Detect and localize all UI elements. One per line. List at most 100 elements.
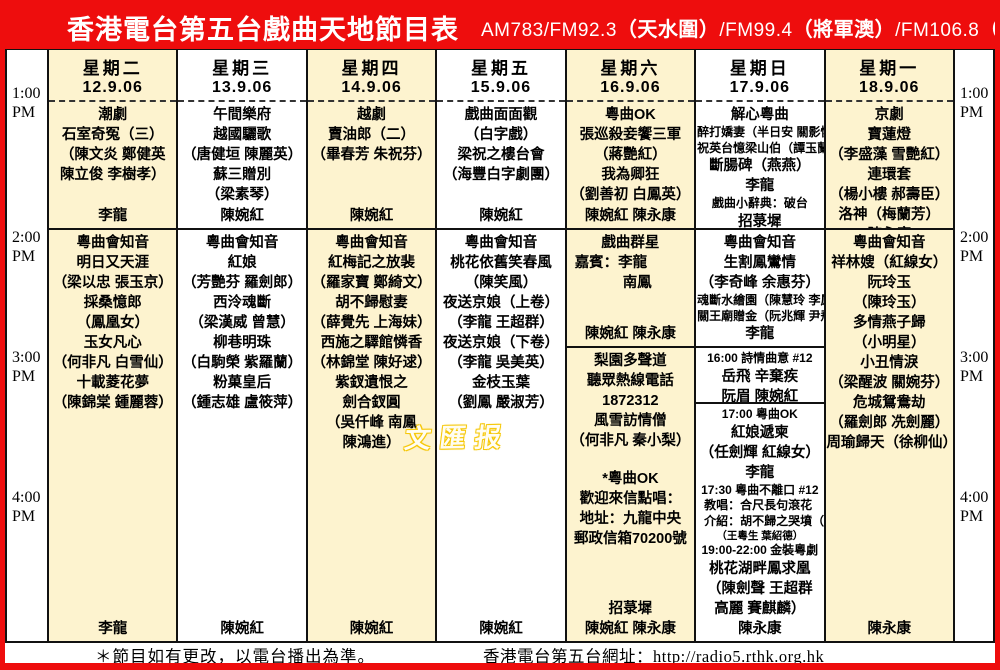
program-line: 粵曲會知音 xyxy=(852,235,926,251)
program-line: 十載菱花夢 xyxy=(76,375,149,391)
program-line: 祝英台憶梁山伯（譚玉蘭） xyxy=(697,140,823,155)
schedule-note: ＊節目如有更改，以電台播出為準。 xyxy=(95,646,375,666)
program-line: 西泠魂斷 xyxy=(213,295,272,311)
program-line: 郵政信箱70200號 xyxy=(573,531,687,547)
program-line: 粉菓皇后 xyxy=(213,375,272,391)
program-line: 梨園多聲道 xyxy=(594,353,667,369)
day-header: 星期一 18.9.06 xyxy=(825,50,953,102)
presenter-name: 陳婉紅 xyxy=(479,208,523,224)
program-line: 歡迎來信點唱： xyxy=(579,491,682,507)
program-line: 危城鴛鴦劫 xyxy=(852,395,926,411)
program-line: 岳飛 辛棄疾 xyxy=(721,368,799,385)
program-line: 嘉賓：李龍 xyxy=(574,255,648,271)
program-line: 李龍 xyxy=(745,178,775,194)
program-line: 粵曲OK xyxy=(605,107,656,123)
program-line: 粵曲會知音 xyxy=(464,235,538,251)
program-line: （芳艷芬 羅劍郎） xyxy=(182,275,303,291)
program-line: 粵曲會知音 xyxy=(335,235,408,251)
day-date: 14.9.06 xyxy=(341,79,402,96)
time-label: 1:00 PM xyxy=(959,85,989,121)
program-line: （陳文炎 鄭健英 xyxy=(59,147,166,163)
program-line: 紫釵遺恨之 xyxy=(335,375,408,391)
program-line: 醉打嬌妻（半日安 關影憐） xyxy=(697,125,823,139)
program-line: 張巡殺妾饗三軍 xyxy=(579,127,682,143)
program-line: （梁漢威 曾慧） xyxy=(189,315,295,331)
day-column: 星期五 15.9.06 戲曲面面觀 （白字戲） 梁祝之樓台會 （海豐白字劇團） 陳婉紅粵… xyxy=(435,50,565,641)
day-name: 星期五 xyxy=(470,59,531,78)
schedule-section: 粵曲會知音 祥林嫂（紅線女） 阮玲玉 （陳玲玉） 多情燕子歸 （小明星） 小丑情淚 （梁醒波 … xyxy=(825,228,953,641)
presenter-name: 陳婉紅 xyxy=(349,208,394,224)
day-name: 星期一 xyxy=(859,59,920,78)
schedule-section: 17:00 粵曲OK 紅娘遞柬 （任劍輝 紅線女） 李龍 17:30 粵曲不離口 #12… xyxy=(696,402,824,641)
program-line: （劉鳳 嚴淑芳） xyxy=(448,395,554,411)
time-label: 2:00 PM xyxy=(12,229,41,265)
program-line: 劍合釵圓 xyxy=(342,395,401,411)
program-line: 蘇三贈別 xyxy=(213,167,272,183)
program-line: 桃花依舊笑春風 xyxy=(450,255,552,271)
program-line: （白駒榮 紫羅蘭） xyxy=(182,355,303,371)
program-line: （李龍 王超群） xyxy=(448,315,554,331)
program-line: （鍾志雄 盧筱萍） xyxy=(182,395,303,411)
program-line: （陳笑風） xyxy=(464,275,538,291)
page-header: 香港電台第五台戲曲天地節目表 AM783/FM92.3（天水圍）/FM99.4（… xyxy=(5,5,995,49)
day-header: 星期三 13.9.06 xyxy=(178,50,306,102)
page-title: 香港電台第五台戲曲天地節目表 xyxy=(67,14,459,45)
program-line: 玉女凡心 xyxy=(83,335,142,351)
program-line: 風雪訪情僧 xyxy=(594,413,667,429)
schedule-section: 粵曲會知音 紅梅記之放裴 （羅家寶 鄭綺文） 胡不歸慰妻 （薛覺先 上海妹） 西施之驛館憐… xyxy=(307,228,436,641)
program-line: 潮劇 xyxy=(98,107,128,123)
program-line: 賣油郎（二） xyxy=(328,127,416,143)
website-url[interactable]: http://radio5.rthk.org.hk xyxy=(653,646,825,666)
program-line: 紅梅記之放裴 xyxy=(328,255,416,271)
program-line: （陳玲玉） xyxy=(852,295,926,311)
day-column: 星期二 12.9.06 潮劇 石室奇冤（三） （陳文炎 鄭健英 陳立俊 李樹孝） 李龍粵… xyxy=(47,50,177,641)
presenter-name: 陳婉紅 xyxy=(220,620,264,637)
day-header: 星期日 17.9.06 xyxy=(696,50,824,102)
schedule-section: 粵曲會知音 紅娘 （芳艷芬 羅劍郎） 西泠魂斷 （梁漢威 曾慧） 柳巷明珠 （白駒榮 紫羅蘭… xyxy=(178,228,306,641)
program-line: （羅劍郎 冼劍麗） xyxy=(829,415,950,431)
program-line: *粵曲OK xyxy=(602,471,659,487)
time-label: 1:00 PM xyxy=(12,85,41,121)
program-line: 陳永康 xyxy=(827,225,952,228)
program-line: 夜送京娘（下卷） xyxy=(442,335,559,351)
day-name: 星期日 xyxy=(729,59,790,78)
program-line: 生割鳳鸞情 xyxy=(723,255,797,271)
program-line: （何非凡 白雪仙） xyxy=(52,355,173,371)
program-line: （鳳凰女） xyxy=(76,315,149,331)
day-header: 星期二 12.9.06 xyxy=(49,50,177,102)
day-name: 星期六 xyxy=(600,59,661,78)
time-label: 3:00 PM xyxy=(959,349,989,385)
program-line: 夜送京娘（上卷） xyxy=(442,295,559,311)
program-line: 小丑情淚 xyxy=(860,355,919,371)
program-line: （劉善初 白鳳英） xyxy=(570,187,691,203)
program-line: （白字戲） xyxy=(464,127,538,143)
program-line: （蔣艷紅） xyxy=(594,147,667,163)
program-line: 斷腸碑（燕燕） xyxy=(709,158,811,174)
time-column-left: 1:00 PM 2:00 PM 3:00 PM 4:00 PM xyxy=(7,50,47,641)
presenter-name: 招菉墀 xyxy=(608,600,653,617)
day-date: 18.9.06 xyxy=(859,79,920,96)
schedule-section: 粵曲會知音桃花依舊笑春風 （陳笑風） 夜送京娘（上卷） （李龍 王超群） 夜送京娘（下卷… xyxy=(437,228,565,641)
program-line: 陳立俊 李樹孝） xyxy=(59,167,166,183)
time-label: 4:00 PM xyxy=(12,489,41,525)
program-line: 粵曲會知音 xyxy=(76,235,149,251)
program-line: 解心粵曲 xyxy=(730,107,789,123)
schedule-section: 越劇賣油郎（二） （畢春芳 朱祝芬） 陳婉紅 xyxy=(308,102,435,228)
program-line: 柳巷明珠 xyxy=(213,335,272,351)
program-line: 越劇 xyxy=(357,107,387,123)
day-date: 12.9.06 xyxy=(82,79,143,96)
time-label: 3:00 PM xyxy=(12,349,41,385)
program-line: （任劍輝 紅線女） xyxy=(699,444,820,461)
schedule-table: 1:00 PM 2:00 PM 3:00 PM 4:00 PM 星期二 12.9… xyxy=(5,49,995,643)
program-line: 京劇 xyxy=(874,107,904,123)
frequency-text: /FM106.8 xyxy=(895,19,980,41)
program-line: 採桑憶郎 xyxy=(83,295,142,311)
program-line: （薛覺先 上海妹） xyxy=(311,315,432,331)
time-label: 2:00 PM xyxy=(959,229,989,265)
program-line: 連環套 xyxy=(867,167,911,183)
program-line: （畢春芳 朱祝芬） xyxy=(311,147,432,163)
program-line: 戲曲群星 xyxy=(601,235,660,251)
